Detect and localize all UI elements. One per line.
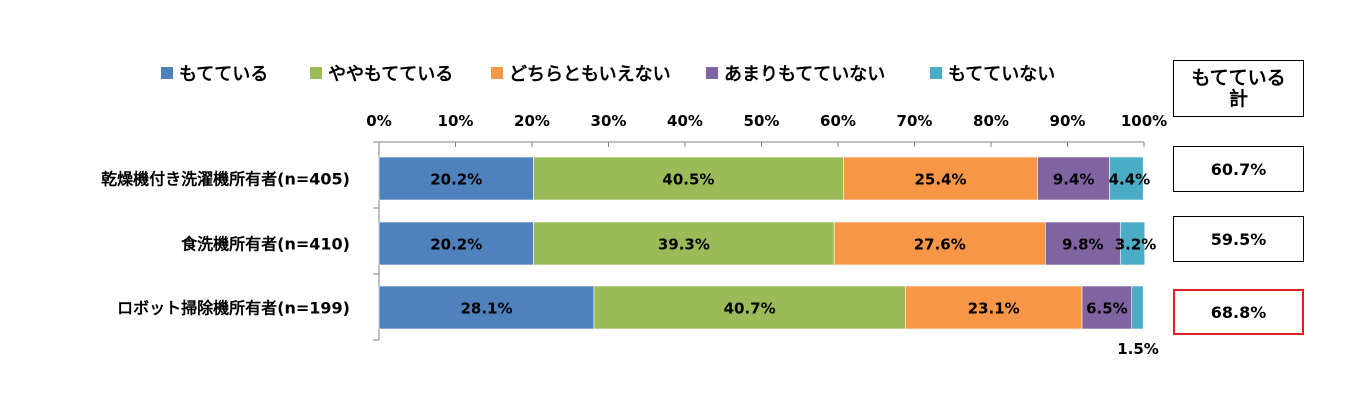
x-tick-label: 10% (438, 112, 474, 130)
summary-header: もてている 計 (1173, 60, 1304, 117)
x-tick-label: 30% (591, 112, 627, 130)
summary-header-line2: 計 (1228, 87, 1248, 110)
legend-label: もてていない (948, 64, 1055, 85)
data-label: 6.5% (1086, 300, 1128, 318)
x-tick-label: 80% (973, 112, 1009, 130)
category-label: 乾燥機付き洗濯機所有者(n=405) (101, 170, 350, 189)
data-label: 27.6% (914, 236, 966, 254)
summary-value-highlight: 68.8% (1173, 289, 1304, 335)
legend-label: ややもてている (328, 64, 453, 85)
category-label: ロボット掃除機所有者(n=199) (117, 299, 350, 318)
bar-segment (1045, 221, 1121, 266)
data-label: 20.2% (430, 171, 482, 189)
legend-label: あまりもてていない (724, 64, 885, 85)
x-tick-label: 20% (514, 112, 550, 130)
bar-segment (833, 221, 1046, 266)
data-label: 9.4% (1053, 171, 1095, 189)
legend: もてている ややもてている どちらともいえない あまりもてていない もてていない (161, 64, 1055, 85)
summary-value: 60.7% (1173, 146, 1304, 192)
data-label: 40.5% (662, 171, 714, 189)
bar-segment (378, 221, 534, 266)
bar-segment (1131, 285, 1144, 330)
data-label: 28.1% (460, 300, 512, 318)
data-label: 20.2% (430, 236, 482, 254)
data-label: 40.7% (724, 300, 776, 318)
data-label: 23.1% (968, 300, 1020, 318)
legend-swatch (930, 67, 942, 79)
bar-segment (378, 156, 534, 201)
x-tick-label: 0% (366, 112, 391, 130)
bar-segment (533, 221, 835, 266)
summary-header-line1: もてている (1191, 66, 1286, 89)
x-tick-label: 60% (820, 112, 856, 130)
data-label: 39.3% (658, 236, 710, 254)
bar-segment (1109, 156, 1144, 201)
legend-label: どちらともいえない (509, 64, 671, 85)
summary-value: 59.5% (1173, 216, 1304, 262)
data-label: 1.5% (1117, 340, 1159, 358)
bar-segment (843, 156, 1038, 201)
bars (378, 156, 1146, 330)
category-label: 食洗機所有者(n=410) (180, 235, 350, 254)
x-tick-label: 40% (667, 112, 703, 130)
legend-label: もてている (179, 64, 268, 85)
legend-swatch (706, 67, 718, 79)
x-tick-label: 70% (897, 112, 933, 130)
x-tick-label: 50% (744, 112, 780, 130)
bar-segment (905, 285, 1083, 330)
data-label: 9.8% (1062, 236, 1104, 254)
x-tick-label: 90% (1050, 112, 1086, 130)
data-label: 4.4% (1109, 171, 1151, 189)
legend-swatch (161, 67, 173, 79)
bar-segment (533, 156, 844, 201)
bar-segment (378, 285, 595, 330)
x-axis-ticks: 0% 10% 20% 30% 40% 50% 60% 70% 80% 90% 100% (366, 112, 1167, 130)
legend-swatch (491, 67, 503, 79)
data-labels: 20.2% 40.5% 25.4% 9.4% 4.4% 20.2% 39.3% 27.6% 9.… (430, 171, 1159, 359)
x-tick-label: 100% (1121, 112, 1167, 130)
legend-swatch (310, 67, 322, 79)
data-label: 3.2% (1115, 236, 1157, 254)
category-labels: 乾燥機付き洗濯機所有者(n=405) 食洗機所有者(n=410) ロボット掃除機所有… (101, 170, 350, 318)
data-label: 25.4% (914, 171, 966, 189)
bar-segment (1119, 221, 1146, 266)
